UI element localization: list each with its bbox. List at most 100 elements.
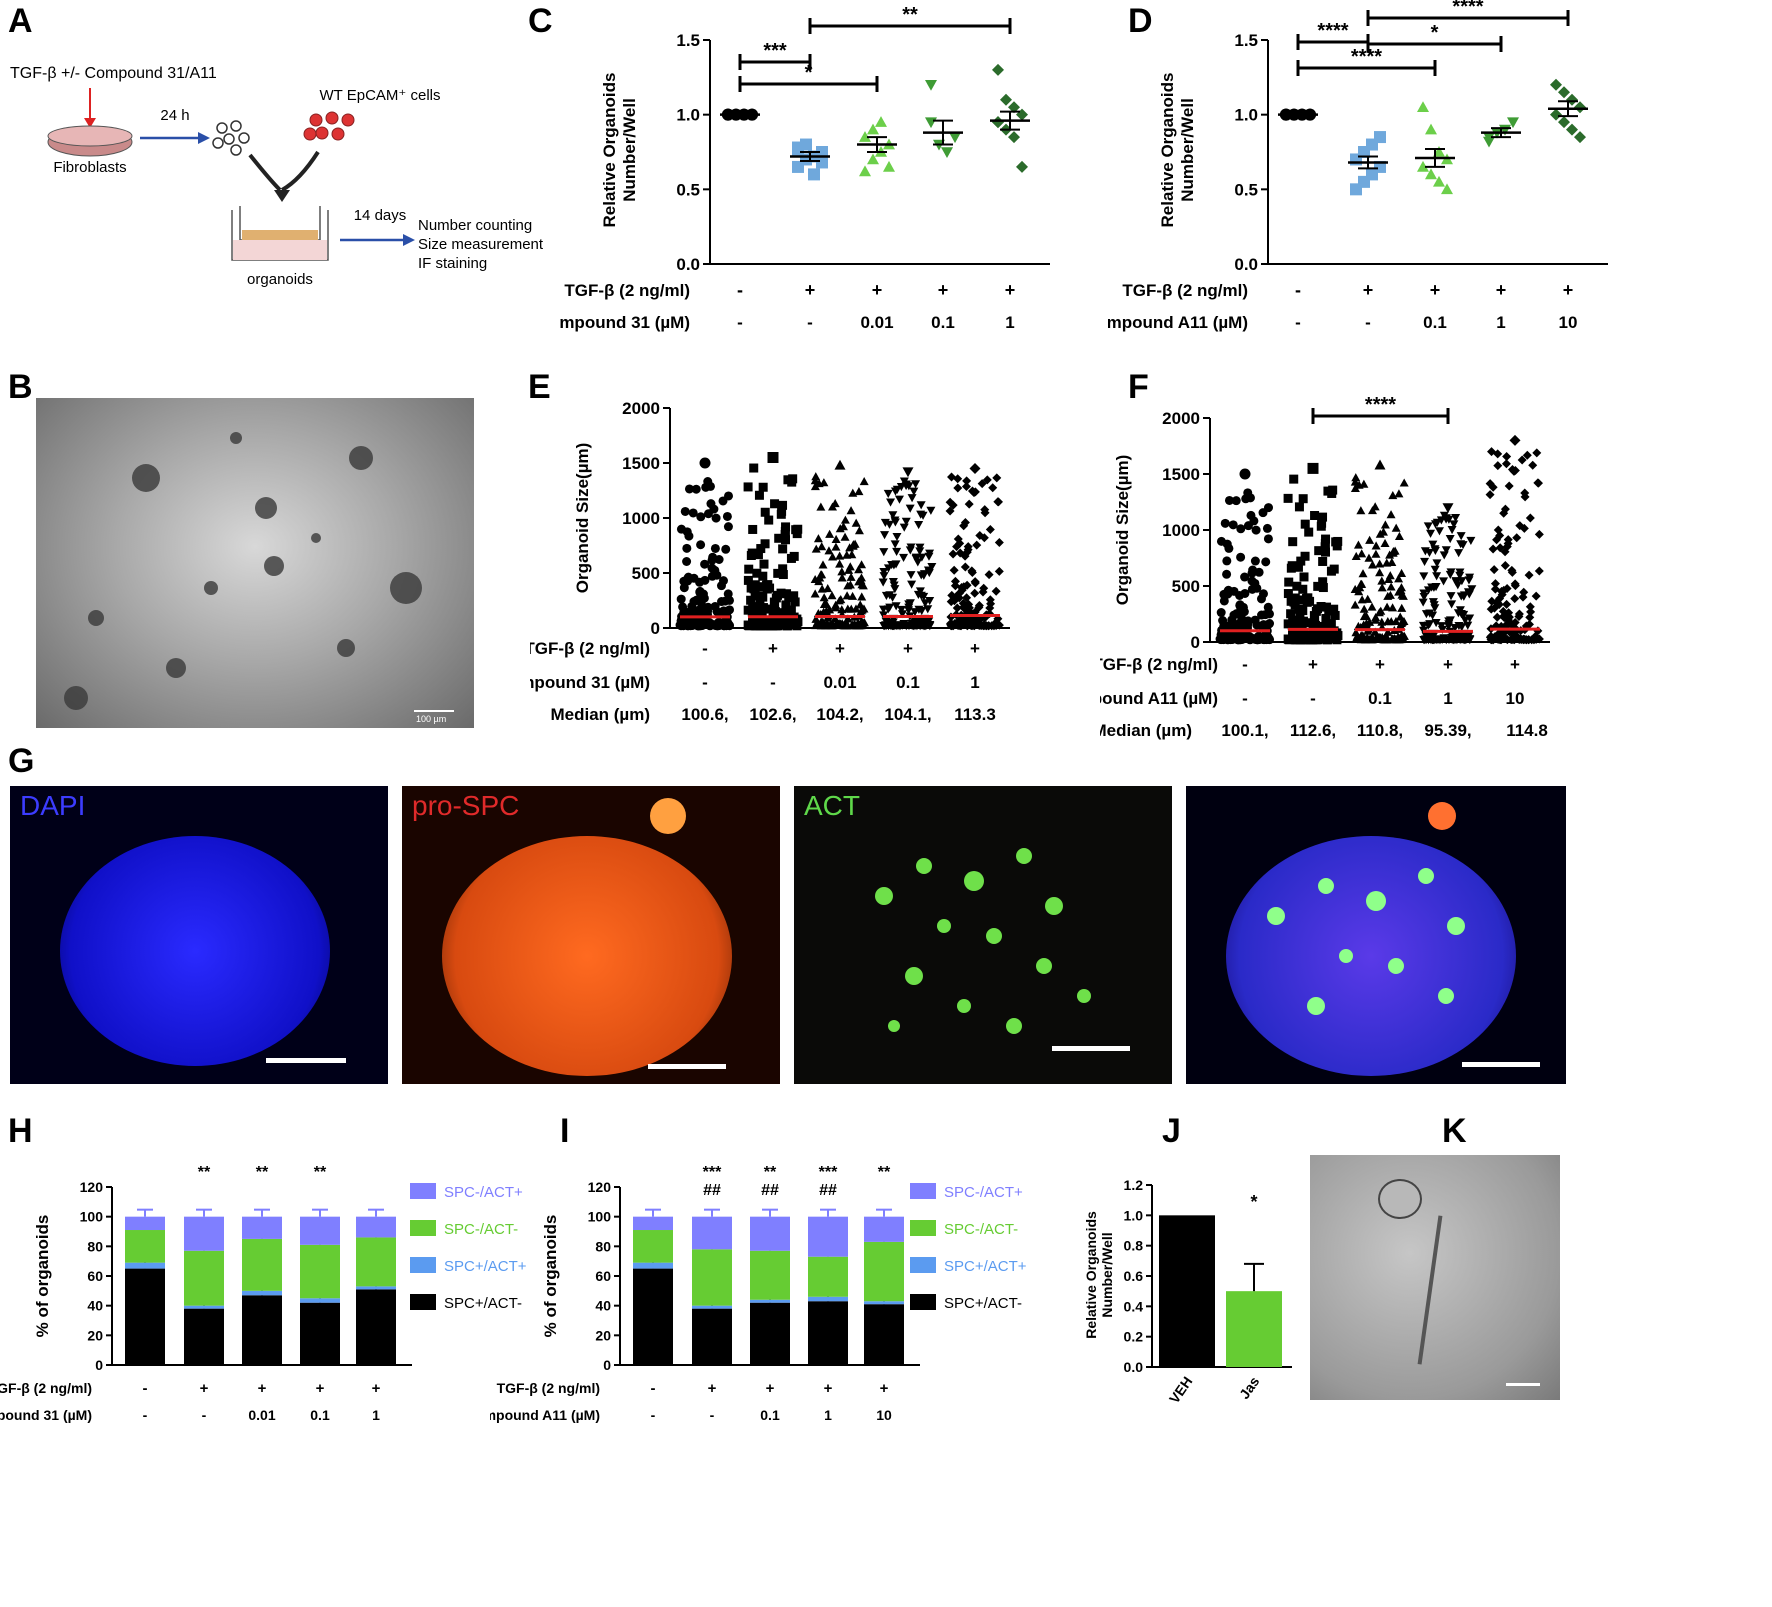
data-point <box>879 567 889 577</box>
data-point <box>1246 510 1256 520</box>
data-point <box>755 598 765 608</box>
legend-label: SPC+/ACT+ <box>944 1258 1027 1275</box>
data-point <box>959 521 969 531</box>
data-point <box>1219 596 1229 606</box>
bar-segment <box>692 1305 732 1309</box>
data-point <box>1395 633 1405 642</box>
row2-cell: 1 <box>970 673 979 692</box>
data-point <box>1441 546 1451 555</box>
data-point <box>1525 602 1535 612</box>
data-point <box>711 513 721 523</box>
bar-segment <box>242 1216 282 1239</box>
data-point <box>752 568 762 578</box>
data-point <box>1451 513 1461 523</box>
data-point <box>897 610 907 619</box>
data-point <box>1298 606 1308 616</box>
data-point <box>789 591 799 601</box>
data-point <box>845 580 855 589</box>
data-point <box>788 474 798 484</box>
data-point <box>1504 608 1514 618</box>
data-point <box>1423 522 1433 531</box>
merge-image <box>1186 786 1566 1084</box>
y-tick-label: 2000 <box>622 399 660 418</box>
y-tick-label: 120 <box>80 1179 104 1195</box>
data-point <box>1515 521 1525 531</box>
data-point <box>916 617 926 626</box>
data-point <box>1550 108 1562 121</box>
data-point <box>1262 523 1272 533</box>
data-point <box>811 614 821 623</box>
panel-label-a: A <box>8 2 33 40</box>
data-point <box>843 604 853 613</box>
data-point <box>758 571 768 581</box>
data-point <box>883 605 893 614</box>
data-point <box>1250 634 1260 644</box>
row2-label: Compound 31 (µM) <box>0 1407 92 1423</box>
readout-3: IF staining <box>418 255 487 272</box>
data-point <box>962 580 972 590</box>
sig-label: ** <box>256 1164 269 1181</box>
data-point <box>759 559 769 569</box>
data-point <box>924 552 934 561</box>
data-point <box>1247 568 1257 578</box>
data-point <box>791 525 801 535</box>
data-point <box>1289 474 1299 484</box>
bar-segment <box>300 1216 340 1245</box>
max-point <box>969 463 981 474</box>
bar-segment <box>633 1216 673 1231</box>
data-point <box>1329 630 1339 640</box>
data-point <box>1374 608 1384 617</box>
row2-cell: - <box>1242 689 1248 708</box>
data-point <box>883 160 895 172</box>
data-point <box>965 615 975 625</box>
data-point <box>1500 560 1510 570</box>
row2-cell: 10 <box>1506 689 1525 708</box>
y-tick-label: 1.0 <box>1124 1207 1144 1223</box>
data-point <box>960 517 970 527</box>
data-point <box>1367 602 1377 611</box>
data-point <box>1353 540 1363 549</box>
data-point <box>684 531 694 541</box>
scale-text: 100 µm <box>416 714 447 724</box>
row2-cell: - <box>1295 313 1301 332</box>
data-point <box>1428 540 1438 549</box>
data-point <box>867 153 879 165</box>
data-point <box>1515 634 1525 644</box>
row1-label: TGF-β (2 ng/ml) <box>1122 281 1248 300</box>
data-point <box>855 619 865 628</box>
data-point <box>1394 489 1404 498</box>
y-label-1: Relative Organoids <box>1083 1211 1099 1339</box>
data-point <box>1461 635 1471 644</box>
max-point <box>699 457 711 469</box>
data-point <box>821 606 831 615</box>
data-point <box>1423 621 1433 630</box>
row1-cell: + <box>316 1380 325 1397</box>
row1-cell: + <box>766 1380 775 1397</box>
data-point <box>1223 585 1233 595</box>
data-point <box>914 521 924 530</box>
data-point <box>1245 493 1255 503</box>
data-point <box>1359 611 1369 621</box>
data-point <box>1558 86 1570 99</box>
data-point <box>1429 601 1439 610</box>
data-point <box>837 573 847 582</box>
data-point <box>1499 613 1509 623</box>
data-point <box>722 511 732 521</box>
legend-swatch <box>410 1183 436 1199</box>
data-point <box>1377 583 1387 592</box>
data-point <box>1357 549 1367 558</box>
data-point <box>743 482 753 492</box>
row1-label: TGF-β (2 ng/ml) <box>564 281 690 300</box>
data-point <box>1432 572 1442 581</box>
panel-e-chart: 0 500 1000 1500 2000 Organoid Size(µm) TGF-β (… <box>530 399 1010 724</box>
row1-cell: + <box>1375 655 1385 674</box>
y-label-1: Relative Organoids <box>1158 73 1177 228</box>
data-point <box>1487 596 1497 606</box>
time1-text: 24 h <box>160 107 189 124</box>
data-point <box>813 534 823 543</box>
data-point <box>949 132 961 144</box>
act-label: ACT <box>804 790 860 821</box>
data-point <box>834 596 844 605</box>
y-tick-label: 80 <box>595 1238 611 1254</box>
data-point <box>1502 599 1512 609</box>
